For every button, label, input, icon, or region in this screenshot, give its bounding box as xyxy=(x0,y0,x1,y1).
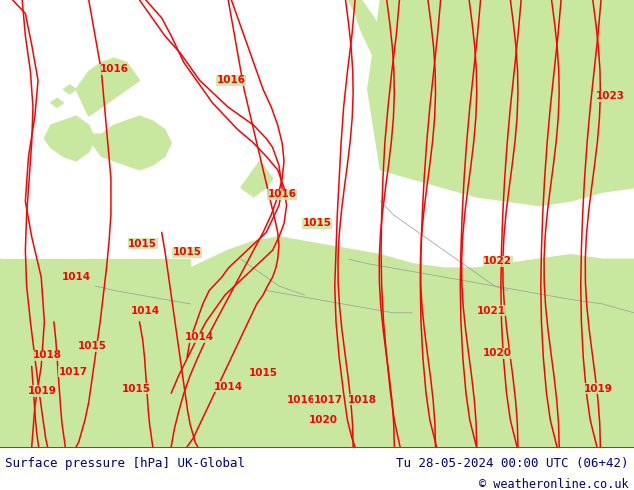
Text: 1022: 1022 xyxy=(483,256,512,267)
Text: 1017: 1017 xyxy=(314,395,343,405)
Text: 1014: 1014 xyxy=(61,272,91,282)
Text: 1015: 1015 xyxy=(249,368,278,378)
Polygon shape xyxy=(44,116,95,161)
Text: 1020: 1020 xyxy=(309,415,338,425)
Polygon shape xyxy=(63,85,76,94)
Text: 1017: 1017 xyxy=(58,367,87,377)
Text: Tu 28-05-2024 00:00 UTC (06+42): Tu 28-05-2024 00:00 UTC (06+42) xyxy=(396,457,629,470)
Polygon shape xyxy=(76,58,139,116)
Polygon shape xyxy=(0,277,158,380)
Polygon shape xyxy=(0,237,634,447)
Text: 1016: 1016 xyxy=(217,75,246,85)
Text: 1016: 1016 xyxy=(287,395,316,405)
Text: 1015: 1015 xyxy=(77,342,107,351)
Polygon shape xyxy=(241,161,273,196)
Text: 1015: 1015 xyxy=(172,247,202,257)
Text: 1015: 1015 xyxy=(128,239,157,248)
Text: 1016: 1016 xyxy=(268,190,297,199)
Polygon shape xyxy=(380,89,469,170)
Polygon shape xyxy=(368,0,634,206)
Polygon shape xyxy=(349,0,418,134)
Text: 1014: 1014 xyxy=(214,382,243,392)
Text: 1014: 1014 xyxy=(131,306,160,316)
Text: 1015: 1015 xyxy=(302,219,332,228)
Text: 1014: 1014 xyxy=(185,332,214,343)
Text: 1016: 1016 xyxy=(100,64,129,74)
Text: 1021: 1021 xyxy=(477,306,506,316)
Text: 1023: 1023 xyxy=(595,91,624,101)
Text: 1018: 1018 xyxy=(348,395,377,405)
Text: 1020: 1020 xyxy=(483,348,512,358)
Polygon shape xyxy=(0,402,634,447)
Text: © weatheronline.co.uk: © weatheronline.co.uk xyxy=(479,478,629,490)
Polygon shape xyxy=(0,268,634,447)
Text: Surface pressure [hPa] UK-Global: Surface pressure [hPa] UK-Global xyxy=(5,457,245,470)
Text: 1019: 1019 xyxy=(28,386,57,396)
Text: 1019: 1019 xyxy=(584,384,613,394)
Polygon shape xyxy=(89,116,171,170)
Text: 1015: 1015 xyxy=(122,384,151,394)
Polygon shape xyxy=(0,259,190,447)
Polygon shape xyxy=(51,98,63,107)
Text: 1018: 1018 xyxy=(32,350,61,360)
